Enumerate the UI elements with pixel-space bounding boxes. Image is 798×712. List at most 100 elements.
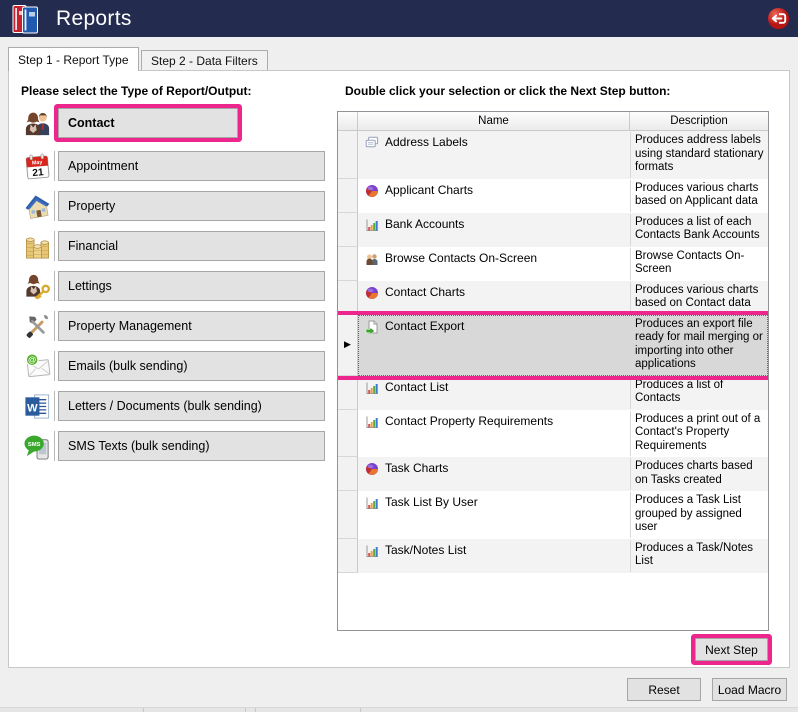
report-type-button-property-management[interactable]: Property Management: [58, 311, 325, 341]
svg-text:W: W: [27, 402, 38, 414]
row-name-cell[interactable]: Task/Notes List: [359, 540, 630, 572]
table-row-contact-list[interactable]: Contact List Produces a list of Contacts: [338, 375, 768, 410]
column-header-name[interactable]: Name: [358, 112, 630, 130]
row-name-cell[interactable]: Contact Charts: [359, 282, 630, 314]
row-name-cell[interactable]: Contact List: [359, 377, 630, 409]
load-macro-button[interactable]: Load Macro: [712, 678, 787, 701]
pie-chart-icon: [365, 461, 379, 479]
binders-icon: [12, 4, 42, 34]
table-corner-cell: [338, 112, 358, 130]
word-document-icon: W: [21, 391, 55, 421]
report-type-button-letters-documents-bulk-sending[interactable]: Letters / Documents (bulk sending): [58, 391, 325, 421]
table-row-task-list-by-user[interactable]: Task List By User Produces a Task List g…: [338, 491, 768, 539]
table-row-task-charts[interactable]: Task Charts Produces charts based on Tas…: [338, 457, 768, 491]
svg-text:@: @: [28, 355, 36, 364]
report-type-button-appointment[interactable]: Appointment: [58, 151, 325, 181]
report-type-row: SMS SMS Texts (bulk sending): [21, 431, 341, 461]
report-type-row: Property Management: [21, 311, 341, 341]
email-icon: @: [21, 351, 55, 381]
row-name-cell[interactable]: Contact Export: [359, 316, 630, 375]
row-selector-cell[interactable]: [338, 131, 358, 179]
report-type-row: Lettings: [21, 271, 341, 301]
svg-text:21: 21: [32, 167, 45, 179]
report-type-button-emails-bulk-sending[interactable]: Emails (bulk sending): [58, 351, 325, 381]
row-selector-cell[interactable]: [338, 457, 358, 491]
row-name-cell[interactable]: Task List By User: [359, 492, 630, 538]
exit-icon[interactable]: [767, 7, 790, 30]
table-row-contact-charts[interactable]: Contact Charts Produces various charts b…: [338, 280, 768, 315]
row-selector-cell[interactable]: [338, 246, 358, 281]
bar-chart-icon: [365, 380, 379, 398]
tab-step2-data-filters[interactable]: Step 2 - Data Filters: [141, 50, 268, 71]
report-type-row: May 21 Appointment: [21, 151, 341, 181]
report-type-button-property[interactable]: Property: [58, 191, 325, 221]
table-row-browse-contacts-on-screen[interactable]: Browse Contacts On-Screen Browse Contact…: [338, 246, 768, 281]
pie-chart-icon: [365, 285, 379, 303]
report-type-button-contact[interactable]: Contact: [58, 108, 238, 138]
tab-step1-report-type[interactable]: Step 1 - Report Type: [8, 47, 139, 71]
labels-icon: [365, 135, 379, 153]
left-panel-heading: Please select the Type of Report/Output:: [21, 84, 252, 98]
row-name-cell[interactable]: Browse Contacts On-Screen: [359, 248, 630, 280]
table-row-contact-property-requirements[interactable]: Contact Property Requirements Produces a…: [338, 409, 768, 457]
row-name-cell[interactable]: Address Labels: [359, 132, 630, 178]
contact-icon: [21, 108, 55, 138]
row-description-cell[interactable]: Browse Contacts On-Screen: [630, 247, 767, 280]
titlebar: Reports: [0, 0, 798, 37]
row-selector-cell[interactable]: [338, 280, 358, 315]
row-selector-cell[interactable]: [338, 375, 358, 410]
next-step-button[interactable]: Next Step: [695, 638, 768, 661]
row-description-cell[interactable]: Produces a Task/Notes List: [630, 539, 767, 572]
people-icon: [365, 251, 379, 269]
export-file-icon: [365, 319, 379, 337]
row-description-cell[interactable]: Produces a list of each Contacts Bank Ac…: [630, 213, 767, 246]
svg-text:SMS: SMS: [28, 441, 41, 447]
report-table: Name Description Address Labels Produces…: [337, 111, 769, 631]
window-title: Reports: [56, 6, 132, 30]
row-description-cell[interactable]: Produces address labels using standard s…: [630, 132, 767, 178]
financial-icon: [21, 231, 55, 261]
row-selector-cell[interactable]: ▶: [338, 314, 358, 376]
row-selector-cell[interactable]: [338, 538, 358, 573]
bar-chart-icon: [365, 217, 379, 235]
row-description-cell[interactable]: Produces various charts based on Applica…: [630, 179, 767, 212]
table-row-task-notes-list[interactable]: Task/Notes List Produces a Task/Notes Li…: [338, 538, 768, 573]
row-description-cell[interactable]: Produces various charts based on Contact…: [630, 281, 767, 314]
row-description-cell[interactable]: Produces an export file ready for mail m…: [630, 315, 767, 375]
bar-chart-icon: [365, 543, 379, 561]
row-name-cell[interactable]: Applicant Charts: [359, 180, 630, 212]
report-type-row: Financial: [21, 231, 341, 261]
report-type-list: Contact May 21 Appointment Property Finan…: [21, 108, 341, 471]
table-row-bank-accounts[interactable]: Bank Accounts Produces a list of each Co…: [338, 212, 768, 247]
report-type-button-sms-texts-bulk-sending[interactable]: SMS Texts (bulk sending): [58, 431, 325, 461]
svg-text:May: May: [32, 159, 43, 166]
row-description-cell[interactable]: Produces charts based on Tasks created: [630, 458, 767, 490]
bar-chart-icon: [365, 495, 379, 513]
row-name-cell[interactable]: Task Charts: [359, 458, 630, 490]
row-selector-cell[interactable]: [338, 212, 358, 247]
column-header-description[interactable]: Description: [670, 115, 728, 127]
row-description-cell[interactable]: Produces a Task List grouped by assigned…: [630, 492, 767, 538]
appointment-icon: May 21: [21, 151, 55, 181]
row-selector-cell[interactable]: [338, 178, 358, 213]
row-name-cell[interactable]: Bank Accounts: [359, 214, 630, 246]
table-body: Address Labels Produces address labels u…: [338, 131, 768, 573]
reset-button[interactable]: Reset: [627, 678, 701, 701]
row-description-cell[interactable]: Produces a print out of a Contact's Prop…: [630, 410, 767, 456]
report-type-button-financial[interactable]: Financial: [58, 231, 325, 261]
row-name-cell[interactable]: Contact Property Requirements: [359, 411, 630, 457]
property-management-icon: [21, 311, 55, 341]
row-selector-cell[interactable]: [338, 491, 358, 539]
table-row-contact-export[interactable]: ▶ Contact Export Produces an export file…: [338, 314, 768, 376]
report-type-row: W Letters / Documents (bulk sending): [21, 391, 341, 421]
property-icon: [21, 191, 55, 221]
pie-chart-icon: [365, 183, 379, 201]
row-selector-cell[interactable]: [338, 409, 358, 457]
report-type-row: Contact: [21, 108, 341, 138]
report-type-row: @ Emails (bulk sending): [21, 351, 341, 381]
row-description-cell[interactable]: Produces a list of Contacts: [630, 376, 767, 409]
table-row-address-labels[interactable]: Address Labels Produces address labels u…: [338, 131, 768, 179]
table-row-applicant-charts[interactable]: Applicant Charts Produces various charts…: [338, 178, 768, 213]
report-type-button-lettings[interactable]: Lettings: [58, 271, 325, 301]
sms-icon: SMS: [21, 431, 55, 461]
